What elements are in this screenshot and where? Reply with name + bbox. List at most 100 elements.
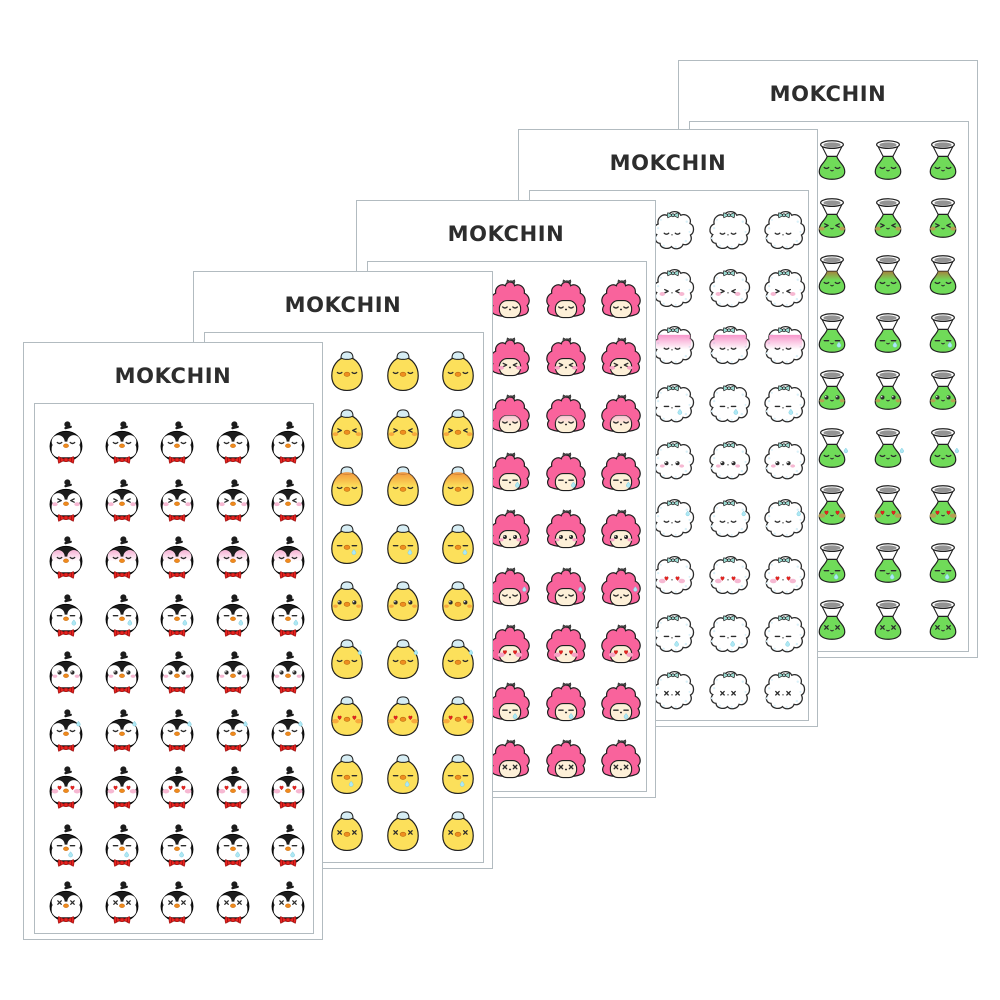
sticker-cloud-tear xyxy=(704,379,752,427)
sticker-cloud-flush xyxy=(704,321,752,369)
sticker-penguin-heart xyxy=(153,764,201,812)
sticker-penguin-heart xyxy=(42,764,90,812)
sticker-penguin-cry xyxy=(209,822,257,870)
sticker-penguin-content xyxy=(209,419,257,467)
sticker-cloud-sparkle xyxy=(759,436,807,484)
sticker-cloud-content xyxy=(759,206,807,254)
sticker-flask-dizzy xyxy=(919,597,967,645)
sticker-flask-heart xyxy=(864,482,912,530)
sticker-poodle-tear xyxy=(597,450,645,498)
sticker-penguin-flush xyxy=(264,534,312,582)
sticker-poodle-heart xyxy=(486,622,534,670)
sticker-flask-tear xyxy=(808,310,856,358)
sticker-flask-blush xyxy=(808,195,856,243)
sticker-poodle-heart xyxy=(597,622,645,670)
sticker-cloud-dizzy xyxy=(759,666,807,714)
sticker-penguin-dizzy xyxy=(153,879,201,927)
sticker-cloud-content xyxy=(648,206,696,254)
sticker-poodle-content xyxy=(486,277,534,325)
sticker-chick-tear xyxy=(379,521,427,569)
sticker-cloud-heart xyxy=(704,551,752,599)
sticker-poodle-blush xyxy=(486,335,534,383)
brand-title: MOKCHIN xyxy=(609,151,727,175)
sticker-chick-sweat xyxy=(323,636,371,684)
sticker-penguin-sweat xyxy=(153,707,201,755)
sticker-flask-sweat xyxy=(919,425,967,473)
sticker-poodle-content xyxy=(542,277,590,325)
sticker-chick-content xyxy=(434,348,482,396)
sticker-flask-cry xyxy=(864,540,912,588)
sticker-flask-cry xyxy=(808,540,856,588)
sticker-chick-cry xyxy=(323,751,371,799)
sticker-penguin-flush xyxy=(98,534,146,582)
sticker-flask-sweat xyxy=(864,425,912,473)
sticker-poodle-tear xyxy=(542,450,590,498)
sticker-chick-blush xyxy=(323,406,371,454)
sticker-penguin-content xyxy=(98,419,146,467)
sticker-flask-tear xyxy=(919,310,967,358)
brand-title: MOKCHIN xyxy=(769,82,887,106)
sticker-penguin-tear xyxy=(98,592,146,640)
sticker-penguin-heart xyxy=(98,764,146,812)
sticker-cloud-sparkle xyxy=(704,436,752,484)
sticker-chick-content xyxy=(379,348,427,396)
sticker-chick-cry xyxy=(434,751,482,799)
sticker-cloud-heart xyxy=(648,551,696,599)
sticker-flask-content xyxy=(864,137,912,185)
sticker-cloud-tear xyxy=(759,379,807,427)
sticker-poodle-flush xyxy=(597,392,645,440)
sticker-flask-sparkle xyxy=(919,367,967,415)
sticker-chick-dizzy xyxy=(434,808,482,856)
sticker-penguin-sweat xyxy=(42,707,90,755)
sticker-flask-heart xyxy=(808,482,856,530)
sticker-chick-blush xyxy=(434,406,482,454)
sticker-cloud-cry xyxy=(648,609,696,657)
sticker-cloud-flush xyxy=(759,321,807,369)
sticker-penguin-content xyxy=(264,419,312,467)
sticker-flask-tear xyxy=(864,310,912,358)
sticker-chick-sweat xyxy=(379,636,427,684)
sticker-cloud-blush xyxy=(648,264,696,312)
sticker-poodle-cry xyxy=(542,680,590,728)
sticker-poodle-dizzy xyxy=(486,737,534,785)
sticker-penguin-sweat xyxy=(209,707,257,755)
sticker-cloud-blush xyxy=(759,264,807,312)
sticker-poodle-flush xyxy=(542,392,590,440)
sticker-penguin-heart xyxy=(264,764,312,812)
sticker-chick-dizzy xyxy=(379,808,427,856)
sticker-cloud-blush xyxy=(704,264,752,312)
sticker-chick-flush xyxy=(434,463,482,511)
sticker-chick-flush xyxy=(323,463,371,511)
sticker-penguin-heart xyxy=(209,764,257,812)
sticker-chick-sparkle xyxy=(434,578,482,626)
sticker-penguin-dizzy xyxy=(209,879,257,927)
sticker-penguin-tear xyxy=(264,592,312,640)
sticker-chick-blush xyxy=(379,406,427,454)
sticker-penguin-sparkle xyxy=(153,649,201,697)
sticker-flask-flush xyxy=(864,252,912,300)
sticker-poodle-cry xyxy=(597,680,645,728)
sticker-penguin-flush xyxy=(209,534,257,582)
sticker-cloud-flush xyxy=(648,321,696,369)
sticker-chick-content xyxy=(323,348,371,396)
brand-title: MOKCHIN xyxy=(114,364,232,388)
sticker-flask-blush xyxy=(919,195,967,243)
sticker-poodle-cry xyxy=(486,680,534,728)
sticker-penguin-cry xyxy=(98,822,146,870)
sticker-cloud-dizzy xyxy=(648,666,696,714)
sticker-penguin-tear xyxy=(42,592,90,640)
sticker-poodle-dizzy xyxy=(542,737,590,785)
sticker-penguin-dizzy xyxy=(98,879,146,927)
sticker-penguin-dizzy xyxy=(42,879,90,927)
sticker-penguin-blush xyxy=(209,477,257,525)
sticker-penguin-sparkle xyxy=(264,649,312,697)
sticker-cloud-sparkle xyxy=(648,436,696,484)
sticker-flask-cry xyxy=(919,540,967,588)
sticker-penguin-blush xyxy=(42,477,90,525)
sticker-flask-content xyxy=(919,137,967,185)
sticker-penguin-cry xyxy=(153,822,201,870)
sticker-flask-dizzy xyxy=(808,597,856,645)
sticker-chick-heart xyxy=(323,693,371,741)
sticker-cloud-heart xyxy=(759,551,807,599)
